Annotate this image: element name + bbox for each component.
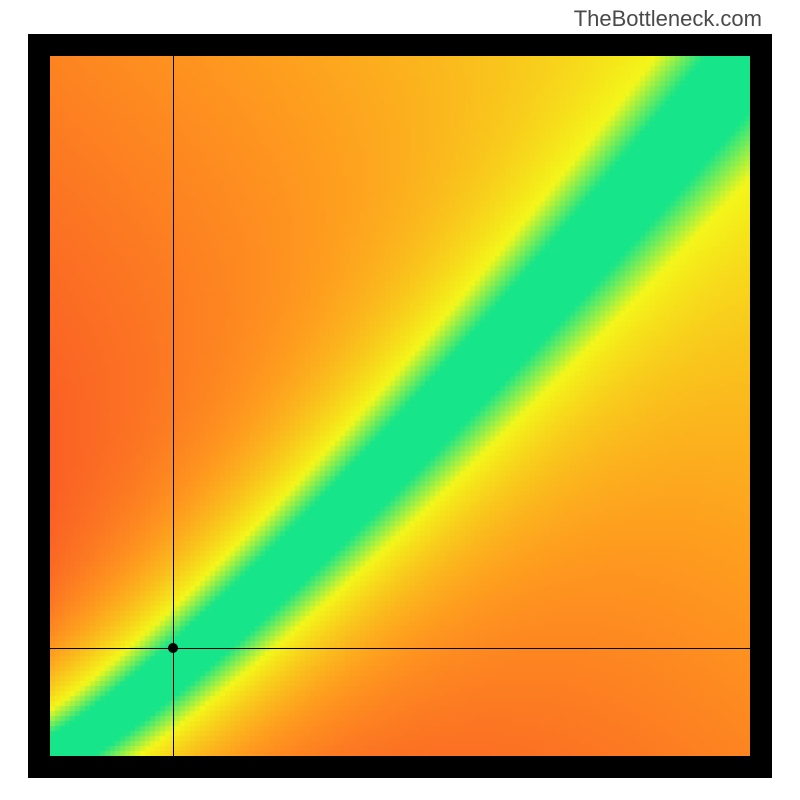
crosshair-horizontal: [50, 648, 750, 649]
chart-frame: [28, 34, 772, 778]
bottleneck-heatmap: [50, 56, 750, 756]
root: TheBottleneck.com: [0, 0, 800, 800]
watermark-text: TheBottleneck.com: [574, 6, 762, 32]
crosshair-marker: [168, 643, 178, 653]
